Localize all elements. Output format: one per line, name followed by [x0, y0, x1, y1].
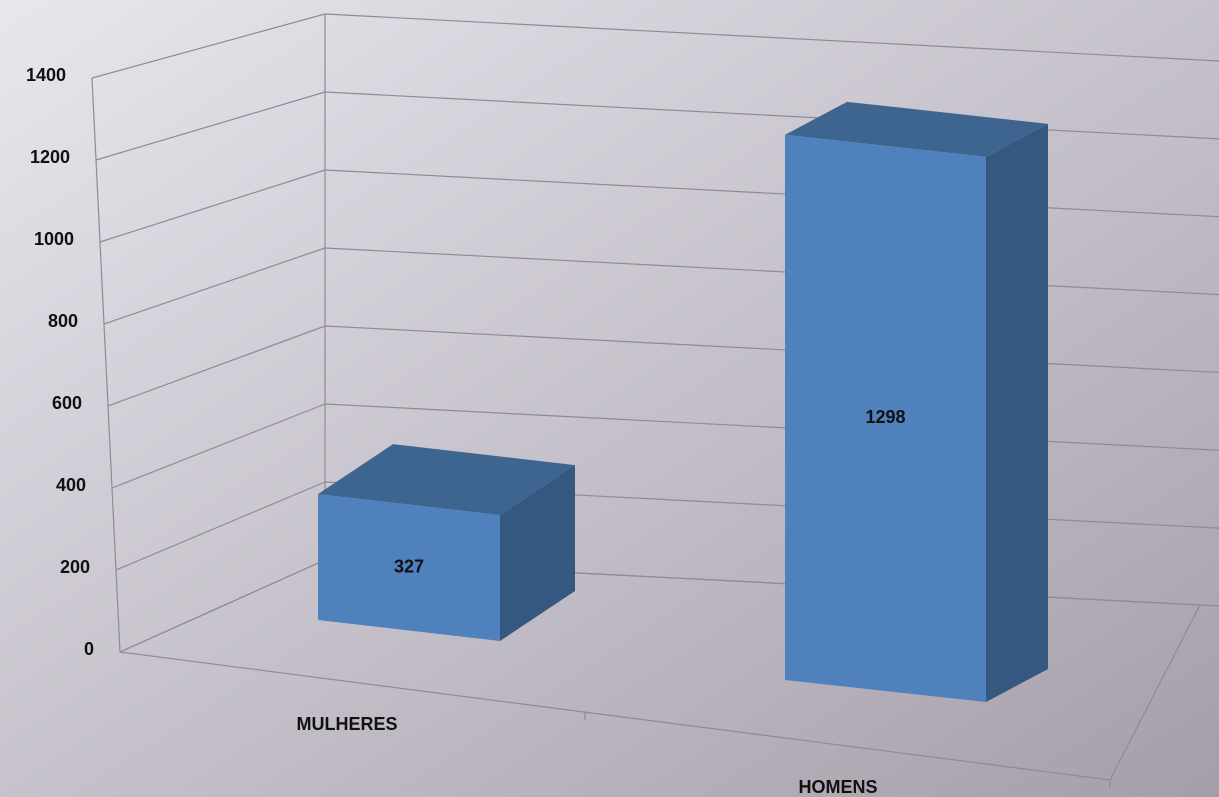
grid-line	[115, 481, 326, 571]
data-label: 1298	[865, 407, 905, 427]
x-tick-label: MULHERES	[296, 714, 397, 734]
grid-line	[324, 247, 1219, 296]
y-tick-label: 400	[56, 475, 86, 495]
y-tick-label: 1200	[30, 147, 70, 167]
y-tick-label: 1000	[34, 229, 74, 249]
grid-line	[95, 91, 326, 161]
grid-line	[99, 169, 326, 243]
y-tick-label: 0	[84, 639, 94, 659]
grid-line	[324, 169, 1219, 218]
bar	[318, 494, 500, 641]
y-tick-label: 800	[48, 311, 78, 331]
grid-line	[324, 91, 1219, 140]
y-axis-line	[91, 77, 121, 653]
bar-side	[500, 465, 575, 641]
y-tick-label: 200	[60, 557, 90, 577]
grid-line	[111, 403, 326, 489]
bar-top	[318, 444, 575, 516]
data-label: 327	[394, 556, 424, 576]
grid-line	[103, 247, 326, 325]
grid-line	[324, 403, 1219, 451]
grid-line	[119, 559, 326, 653]
grid-line	[324, 13, 1219, 62]
bar	[785, 134, 986, 703]
grid-line	[324, 325, 1219, 374]
bar-side	[986, 123, 1048, 703]
y-tick-label: 1400	[26, 65, 66, 85]
y-tick-label: 600	[52, 393, 82, 413]
bar-top	[785, 101, 1048, 157]
grid-line	[91, 13, 326, 79]
x-tick-label: HOMENS	[798, 777, 877, 797]
grid-line	[107, 325, 326, 407]
